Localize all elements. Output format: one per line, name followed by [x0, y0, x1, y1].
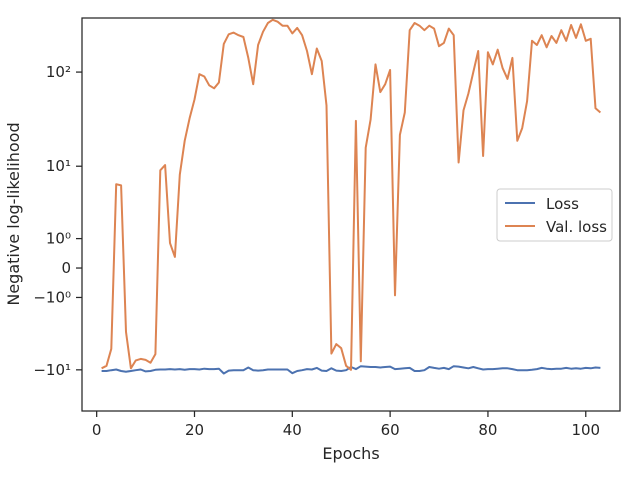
y-tick-label: 10¹ [46, 157, 71, 175]
y-tick-label: −10¹ [33, 361, 71, 379]
legend: Loss Val. loss [496, 188, 613, 242]
y-tick-label: 10² [46, 63, 71, 81]
y-tick-label: −10⁰ [33, 288, 71, 306]
x-axis: 0 20 40 60 80 100 [92, 411, 600, 439]
series-line-val-loss [101, 18, 602, 371]
x-tick-label: 40 [283, 421, 302, 439]
x-tick-label: 80 [478, 421, 497, 439]
x-tick-label: 60 [381, 421, 400, 439]
x-tick-label: 100 [571, 421, 600, 439]
x-tick-label: 20 [185, 421, 204, 439]
legend-label-loss: Loss [546, 195, 579, 213]
legend-label-val-loss: Val. loss [546, 218, 607, 236]
x-axis-title: Epochs [322, 444, 379, 463]
x-tick-label: 0 [92, 421, 102, 439]
y-tick-label: 0 [61, 259, 71, 277]
y-tick-label: 10⁰ [46, 230, 71, 248]
series-lines [101, 18, 602, 375]
y-axis-title: Negative log-likelihood [4, 122, 23, 305]
plot-frame [81, 17, 621, 412]
y-axis: −10¹ −10⁰ 0 10⁰ 10¹ 10² [33, 63, 82, 379]
